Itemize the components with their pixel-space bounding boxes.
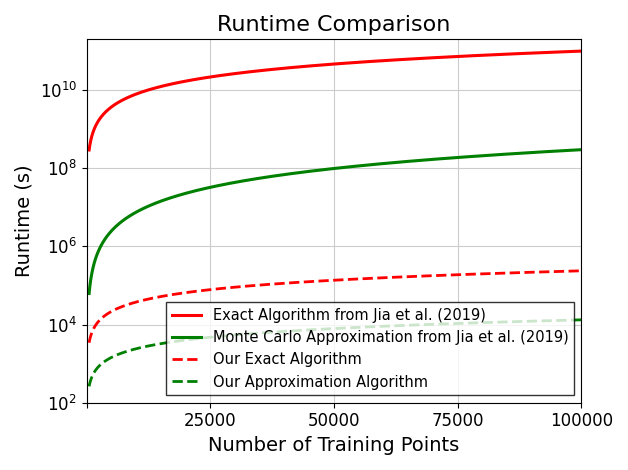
Exact Algorithm from Jia et al. (2019) (563, 49, 571, 55)
Y-axis label: Runtime (s): Runtime (s) (15, 164, 34, 277)
Monte Carlo Approximation from Jia et al. (2019) (111, 225, 118, 231)
Our Approximation Algorithm (325, 326, 332, 332)
Exact Algorithm from Jia et al. (2019) (85, 147, 93, 153)
Line: Monte Carlo Approximation from Jia et al. (2019): Monte Carlo Approximation from Jia et al… (89, 149, 582, 293)
Exact Algorithm from Jia et al. (2019) (473, 53, 480, 58)
Exact Algorithm from Jia et al. (2019) (111, 102, 118, 108)
Line: Our Approximation Algorithm: Our Approximation Algorithm (89, 320, 582, 386)
Monte Carlo Approximation from Jia et al. (2019) (473, 153, 480, 159)
Title: Runtime Comparison: Runtime Comparison (217, 15, 451, 35)
Monte Carlo Approximation from Jia et al. (2019) (578, 147, 585, 152)
Exact Algorithm from Jia et al. (2019) (563, 49, 571, 55)
Line: Our Exact Algorithm: Our Exact Algorithm (89, 271, 582, 343)
Our Approximation Algorithm (111, 353, 118, 359)
Monte Carlo Approximation from Jia et al. (2019) (311, 168, 319, 173)
Monte Carlo Approximation from Jia et al. (2019) (563, 148, 571, 153)
Our Approximation Algorithm (85, 384, 93, 389)
X-axis label: Number of Training Points: Number of Training Points (208, 436, 460, 455)
Our Exact Algorithm (563, 268, 571, 274)
Our Approximation Algorithm (578, 317, 585, 322)
Our Approximation Algorithm (473, 320, 480, 326)
Our Exact Algorithm (85, 340, 93, 345)
Our Exact Algorithm (325, 278, 332, 283)
Our Exact Algorithm (473, 271, 480, 277)
Our Exact Algorithm (311, 278, 319, 284)
Our Approximation Algorithm (563, 317, 571, 323)
Our Approximation Algorithm (311, 327, 319, 332)
Exact Algorithm from Jia et al. (2019) (325, 62, 332, 67)
Monte Carlo Approximation from Jia et al. (2019) (85, 290, 93, 296)
Our Exact Algorithm (563, 268, 571, 274)
Line: Exact Algorithm from Jia et al. (2019): Exact Algorithm from Jia et al. (2019) (89, 51, 582, 150)
Monte Carlo Approximation from Jia et al. (2019) (325, 166, 332, 172)
Exact Algorithm from Jia et al. (2019) (311, 63, 319, 68)
Monte Carlo Approximation from Jia et al. (2019) (563, 148, 571, 153)
Legend: Exact Algorithm from Jia et al. (2019), Monte Carlo Approximation from Jia et al: Exact Algorithm from Jia et al. (2019), … (166, 302, 574, 395)
Our Exact Algorithm (578, 268, 585, 274)
Exact Algorithm from Jia et al. (2019) (578, 48, 585, 54)
Our Approximation Algorithm (563, 317, 571, 323)
Our Exact Algorithm (111, 307, 118, 313)
